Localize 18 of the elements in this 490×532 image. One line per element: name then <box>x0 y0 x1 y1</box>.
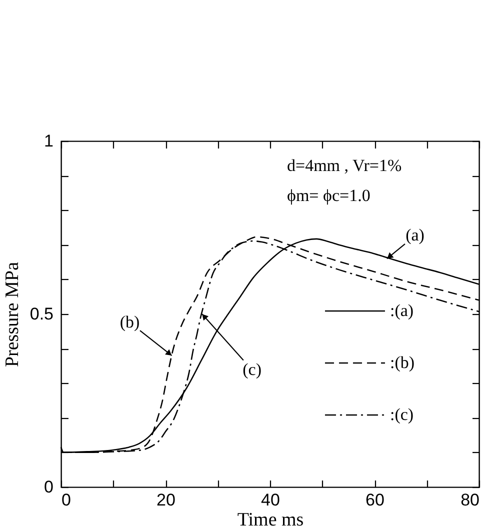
y-tick-label: 0 <box>44 478 54 496</box>
y-axis-title: Pressure MPa <box>2 261 23 368</box>
annotation: (a) <box>406 226 424 245</box>
annotation: d=4mm , Vr=1% <box>287 156 402 175</box>
x-tick-label: 60 <box>366 490 384 510</box>
annotation: (b) <box>120 312 140 332</box>
legend-label: :(a) <box>390 301 414 320</box>
annotation: ϕm= ϕc=1.0 <box>287 186 370 205</box>
x-tick-label: 80 <box>460 490 480 510</box>
legend-label: :(c) <box>390 405 414 424</box>
x-axis-title: Time ms <box>237 510 304 530</box>
annotation: (c) <box>242 360 262 379</box>
legend-label: :(b) <box>390 353 415 372</box>
x-tick-label: 0 <box>62 490 71 510</box>
x-tick-label: 40 <box>261 490 280 510</box>
x-tick-label: 20 <box>156 490 176 510</box>
y-tick-label: 1 <box>44 132 54 150</box>
y-tick-label: 0.5 <box>30 304 54 324</box>
